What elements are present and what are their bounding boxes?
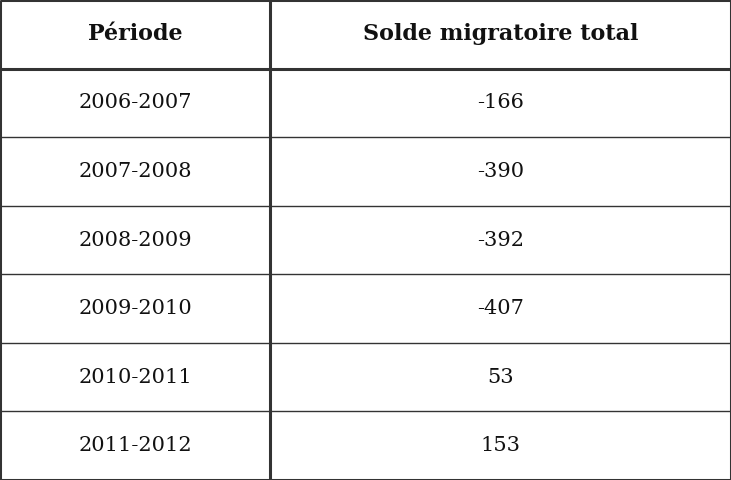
Text: -166: -166 <box>477 93 524 112</box>
Text: Solde migratoire total: Solde migratoire total <box>363 24 638 45</box>
Text: 2008-2009: 2008-2009 <box>78 230 192 250</box>
Text: Période: Période <box>88 24 183 45</box>
Text: 2011-2012: 2011-2012 <box>78 436 192 455</box>
Text: 2006-2007: 2006-2007 <box>78 93 192 112</box>
Text: 2010-2011: 2010-2011 <box>78 368 192 387</box>
Text: 53: 53 <box>488 368 514 387</box>
Text: -390: -390 <box>477 162 524 181</box>
Text: 2007-2008: 2007-2008 <box>78 162 192 181</box>
Text: -392: -392 <box>477 230 524 250</box>
Text: 153: 153 <box>481 436 520 455</box>
Text: -407: -407 <box>477 299 524 318</box>
Text: 2009-2010: 2009-2010 <box>78 299 192 318</box>
